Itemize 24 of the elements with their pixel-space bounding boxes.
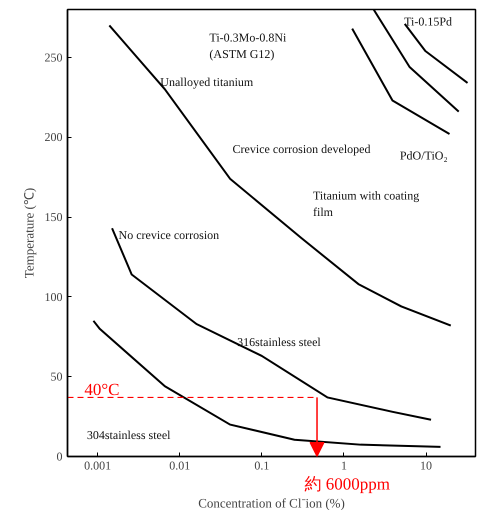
x-tick-label: 10 [420, 458, 432, 472]
annotation: No crevice corrosion [118, 228, 220, 242]
annotation: Ti-0.15Pd [404, 14, 452, 28]
y-tick-label: 200 [44, 130, 62, 144]
x-tick-label: 0.001 [84, 458, 112, 472]
x-axis-title: Concentration of Cl⁻ion (%) [198, 496, 345, 510]
annotation: Unalloyed titanium [160, 74, 254, 89]
annotation: PdO/TiO₂ [400, 148, 448, 162]
y-tick-label: 250 [44, 50, 62, 64]
x-tick-label: 0.01 [169, 458, 190, 472]
annotation: Ti-0.3Mo-0.8Ni (ASTM G12) [209, 30, 287, 62]
y-tick-label: 100 [44, 290, 62, 304]
x-tick-label: 1 [340, 458, 347, 472]
annotation: 316stainless steel [237, 335, 322, 350]
text: 約 6000ppm [304, 474, 390, 494]
annotation: Titanium with coating film [313, 188, 420, 220]
y-tick-label: 150 [44, 210, 62, 224]
y-axis-title: Temperature (℃) [22, 188, 36, 278]
y-tick-label: 0 [56, 450, 62, 464]
annotation: 304stainless steel [86, 428, 172, 442]
x-tick-label: 0.1 [254, 458, 270, 472]
annotation: 40°C [84, 380, 120, 399]
annotation: Crevice corrosion developed [232, 142, 371, 156]
y-tick-label: 50 [50, 370, 62, 384]
